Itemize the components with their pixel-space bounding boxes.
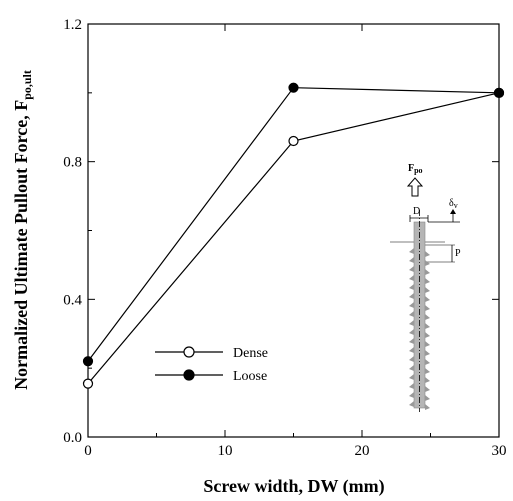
thread-left (409, 266, 414, 272)
y-tick-label: 1.2 (63, 17, 82, 33)
thread-right (425, 323, 430, 329)
point-loose (288, 82, 299, 93)
thread-left (409, 392, 414, 398)
legend-marker-loose (183, 369, 195, 381)
thread-left (409, 401, 414, 407)
thread-right (425, 332, 430, 338)
inset-displacement-sub: v (454, 201, 458, 210)
thread-left (409, 257, 414, 263)
y-axis-title: Normalized Ultimate Pullout Force, Fpo,u… (11, 70, 34, 390)
thread-left (409, 374, 414, 380)
legend: Dense Loose (155, 346, 268, 384)
series-layer (82, 82, 505, 389)
thread-right (425, 305, 430, 311)
y-tick-label: 0.4 (63, 292, 82, 308)
thread-left (409, 293, 414, 299)
legend-label-dense: Dense (233, 346, 268, 361)
point-loose (493, 87, 505, 98)
x-tick-label: 0 (84, 443, 92, 459)
inset-displacement-arrowhead (450, 209, 456, 214)
thread-left (409, 320, 414, 326)
thread-right (425, 359, 430, 365)
legend-marker-dense (183, 346, 195, 358)
thread-left (409, 248, 414, 254)
x-tick-label: 10 (218, 443, 233, 459)
thread-right (425, 314, 430, 320)
inset-displacement-main: δ (449, 198, 454, 209)
thread-left (409, 302, 414, 308)
thread-left (409, 338, 414, 344)
axis-ticks: 0 10 20 30 0.0 0.4 0.8 1.2 (63, 17, 506, 459)
inset-pitch-label: P (455, 248, 461, 259)
thread-right (425, 296, 430, 302)
thread-left (409, 275, 414, 281)
y-tick-label: 0.0 (63, 430, 82, 446)
thread-right (425, 341, 430, 347)
y-axis-title-main: Normalized Ultimate Pullout Force, F (11, 100, 31, 390)
thread-right (425, 278, 430, 284)
screw-threads (409, 248, 430, 410)
thread-left (409, 311, 414, 317)
thread-left (409, 383, 414, 389)
inset-displacement-label: δv (449, 198, 458, 210)
thread-right (425, 404, 430, 410)
pullout-arrow-icon (406, 177, 424, 197)
y-axis-title-subscript: po,ult (20, 70, 34, 100)
point-dense (82, 378, 94, 389)
thread-right (425, 260, 430, 266)
inset-force-label: Fpo (408, 163, 423, 175)
legend-label-loose: Loose (233, 369, 267, 384)
thread-right (425, 368, 430, 374)
thread-right (425, 395, 430, 401)
thread-right (425, 350, 430, 356)
thread-right (425, 251, 430, 257)
screw-pile-inset: Fpo D δv P (390, 163, 461, 412)
x-tick-label: 30 (492, 443, 507, 459)
thread-left (409, 347, 414, 353)
y-tick-label: 0.8 (63, 155, 82, 171)
inset-force-main: F (408, 163, 414, 174)
thread-right (425, 269, 430, 275)
inset-force-sub: po (414, 166, 422, 175)
point-dense (288, 135, 299, 147)
thread-left (409, 356, 414, 362)
thread-right (425, 287, 430, 293)
point-loose (82, 356, 94, 367)
inset-diameter-label: D (413, 206, 420, 217)
x-axis-title: Screw width, DW (mm) (203, 476, 384, 497)
series-line-loose (87, 87, 500, 362)
thread-right (425, 386, 430, 392)
thread-left (409, 284, 414, 290)
x-tick-label: 20 (355, 443, 370, 459)
thread-left (409, 365, 414, 371)
thread-left (409, 329, 414, 335)
thread-right (425, 377, 430, 383)
